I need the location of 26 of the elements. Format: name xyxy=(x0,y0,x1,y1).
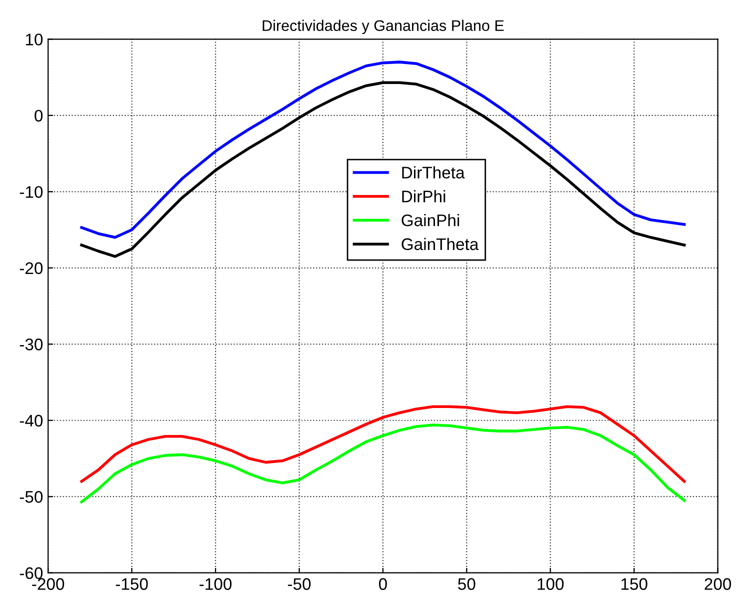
chart-title: Directividades y Ganancias Plano E xyxy=(262,20,504,34)
line-series xyxy=(80,60,686,239)
x-tick-label: -150 xyxy=(116,578,148,590)
line-series xyxy=(80,405,686,483)
legend-label: GainTheta xyxy=(402,238,479,250)
legend-label: DirPhi xyxy=(402,190,446,202)
x-tick-label: 150 xyxy=(621,578,648,590)
x-tick-label: 0 xyxy=(378,578,387,590)
x-tick-label: -100 xyxy=(200,578,232,590)
y-tick-label: -10 xyxy=(20,186,43,198)
y-tick-label: 10 xyxy=(26,34,43,46)
y-tick-label: -30 xyxy=(20,338,43,350)
y-tick-label: 0 xyxy=(34,110,43,122)
y-tick-label: -60 xyxy=(20,567,43,580)
x-tick-label: 200 xyxy=(704,578,732,590)
line-series xyxy=(80,424,686,504)
x-tick-label: -50 xyxy=(288,578,311,590)
line-series xyxy=(80,81,686,258)
x-tick-label: -200 xyxy=(32,578,64,590)
x-tick-label: 50 xyxy=(458,578,476,590)
legend-label: GainPhi xyxy=(402,214,460,226)
y-tick-label: -40 xyxy=(20,414,43,427)
y-tick-label: -50 xyxy=(20,491,43,503)
y-tick-label: -20 xyxy=(20,262,43,274)
legend-label: DirTheta xyxy=(402,166,465,179)
x-tick-label: 100 xyxy=(538,578,564,590)
